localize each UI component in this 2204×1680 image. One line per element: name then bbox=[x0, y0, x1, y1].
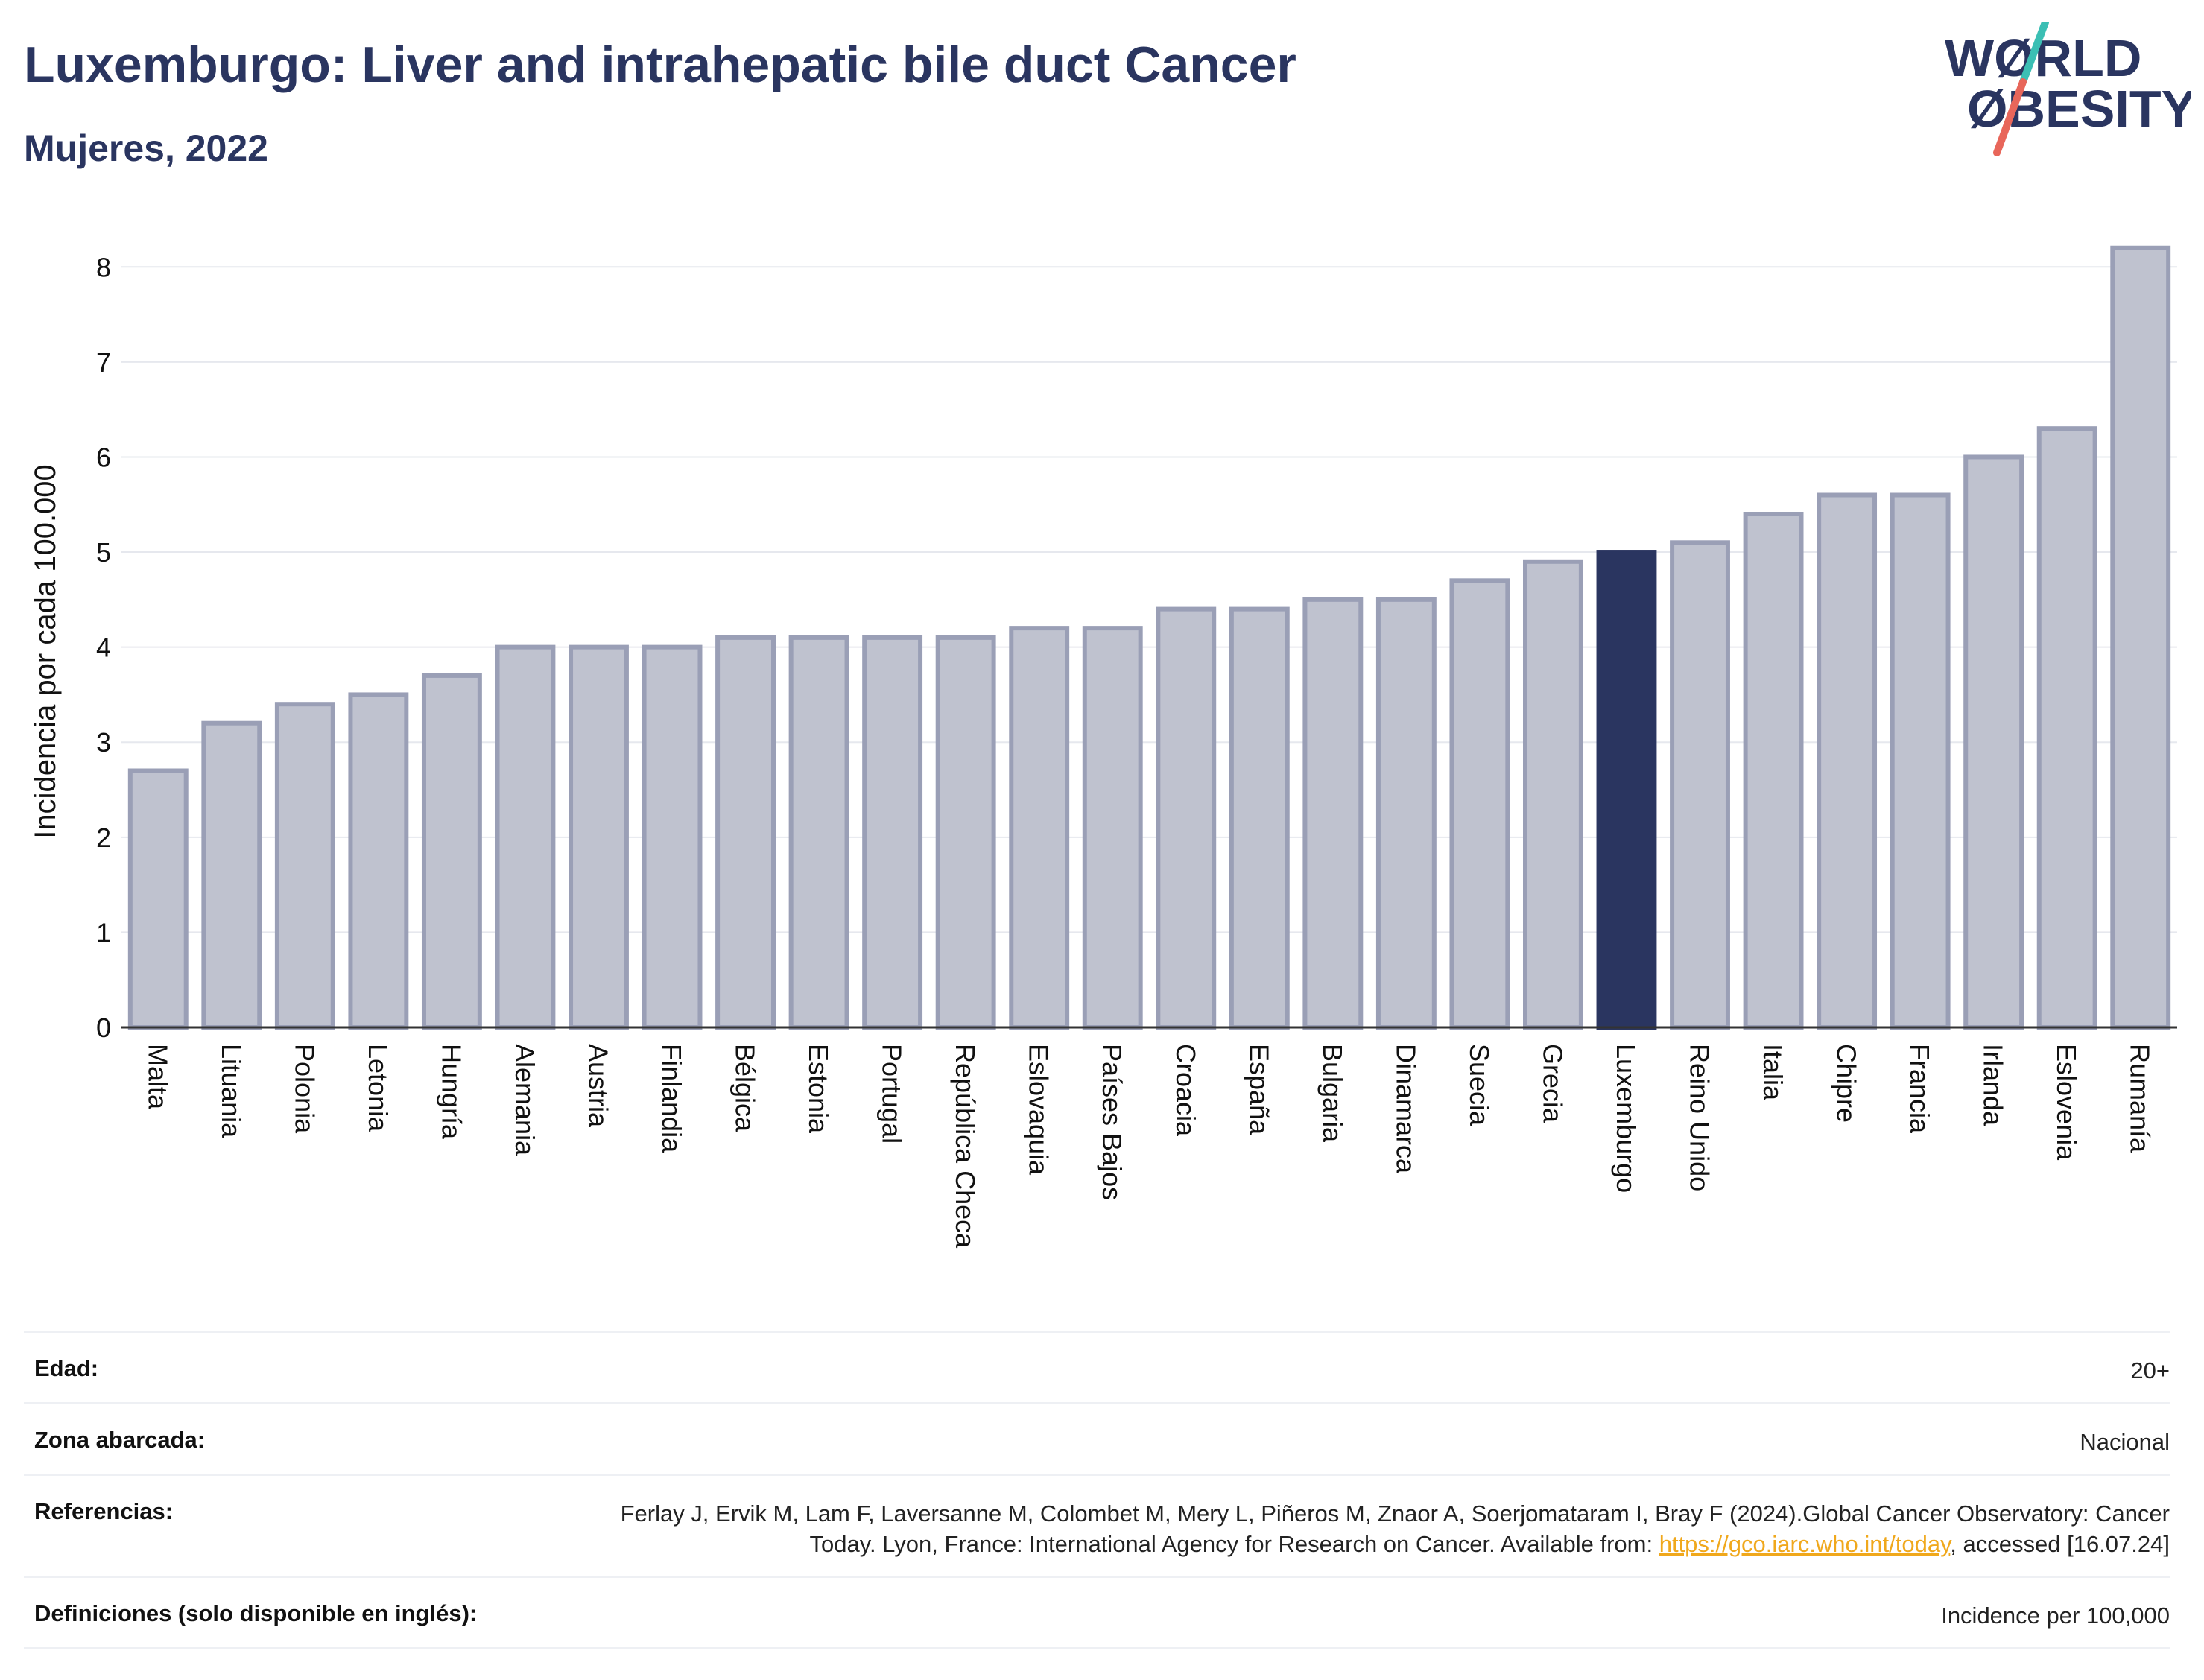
bar-polonia[interactable] bbox=[274, 702, 335, 1030]
bar-españa[interactable] bbox=[1229, 606, 1290, 1030]
x-tick-label: Dinamarca bbox=[1390, 1044, 1421, 1174]
bar-chipre[interactable] bbox=[1817, 492, 1878, 1030]
bar-francia[interactable] bbox=[1890, 492, 1951, 1030]
bar-malta[interactable] bbox=[127, 768, 189, 1030]
y-tick-label: 0 bbox=[96, 1012, 111, 1043]
references-accessed: , accessed [16.07.24] bbox=[1950, 1531, 2170, 1557]
bar-dinamarca[interactable] bbox=[1375, 597, 1437, 1030]
x-tick-label: Suecia bbox=[1464, 1044, 1495, 1126]
y-tick-labels: 0 1 2 3 4 5 6 7 8 bbox=[96, 252, 111, 1043]
y-tick-label: 6 bbox=[96, 442, 111, 472]
x-tick-label: Malta bbox=[142, 1044, 173, 1110]
bar-eslovenia[interactable] bbox=[2036, 426, 2097, 1030]
x-tick-label: Rumanía bbox=[2125, 1044, 2156, 1153]
definitions-label: Definiciones (solo disponible en inglés)… bbox=[34, 1600, 478, 1626]
info-row-age: Edad: 20+ bbox=[24, 1331, 2170, 1402]
y-tick-label: 2 bbox=[96, 822, 111, 853]
x-tick-label: Lituania bbox=[216, 1044, 247, 1138]
x-tick-label: Chipre bbox=[1831, 1044, 1862, 1123]
y-tick-label: 7 bbox=[96, 347, 111, 378]
bar-estonia[interactable] bbox=[788, 635, 849, 1030]
y-tick-label: 5 bbox=[96, 537, 111, 568]
references-label: Referencias: bbox=[34, 1498, 174, 1524]
bar-austria[interactable] bbox=[569, 644, 629, 1030]
info-table: Edad: 20+ Zona abarcada: Nacional Refere… bbox=[24, 1331, 2170, 1649]
bar-luxemburgo[interactable] bbox=[1596, 550, 1657, 1030]
logo-text-world: WØRLD bbox=[1945, 29, 2141, 87]
x-tick-label: Reino Unido bbox=[1685, 1044, 1715, 1191]
bar-lituania[interactable] bbox=[201, 720, 262, 1030]
bar-irlanda[interactable] bbox=[1963, 454, 2024, 1030]
info-row-area: Zona abarcada: Nacional bbox=[24, 1402, 2170, 1474]
x-tick-label: Irlanda bbox=[1978, 1044, 2009, 1126]
bar-portugal[interactable] bbox=[862, 635, 923, 1030]
x-tick-label: Italia bbox=[1758, 1044, 1788, 1101]
y-tick-label: 4 bbox=[96, 633, 111, 663]
y-axis-label: Incidencia por cada 100.000 bbox=[29, 464, 62, 839]
bar-eslovaquia[interactable] bbox=[1009, 626, 1070, 1030]
bar-chart: 0 1 2 3 4 5 6 7 8 Malta Lituania Polonia Letonia Hun… bbox=[29, 245, 2177, 1249]
world-obesity-logo[interactable]: WØRLD ØBESITY bbox=[1937, 22, 2191, 164]
x-tick-label: Austria bbox=[583, 1044, 613, 1128]
x-tick-label: Letonia bbox=[363, 1044, 393, 1132]
logo-slash-teal-icon bbox=[2019, 22, 2049, 86]
x-tick-label: Países Bajos bbox=[1097, 1044, 1127, 1200]
bar-reino-unido[interactable] bbox=[1670, 540, 1730, 1030]
chart-subtitle: Mujeres, 2022 bbox=[24, 127, 268, 169]
y-tick-label: 3 bbox=[96, 727, 111, 758]
age-label: Edad: bbox=[34, 1355, 99, 1381]
bar-finlandia[interactable] bbox=[642, 644, 703, 1030]
bar-bélgica[interactable] bbox=[715, 635, 776, 1030]
bar-alemania[interactable] bbox=[495, 644, 556, 1030]
x-tick-labels: Malta Lituania Polonia Letonia Hungría Aleman… bbox=[142, 1044, 2155, 1249]
chart-title: Luxemburgo: Liver and intrahepatic bile … bbox=[24, 37, 1296, 93]
logo-slash-coral-icon bbox=[1993, 78, 2027, 156]
x-tick-label: Estonia bbox=[803, 1044, 834, 1134]
age-value: 20+ bbox=[2130, 1357, 2170, 1383]
bar-rumanía[interactable] bbox=[2110, 245, 2171, 1030]
x-tick-label: Grecia bbox=[1537, 1044, 1568, 1123]
bar-croacia[interactable] bbox=[1156, 606, 1217, 1030]
bar-letonia[interactable] bbox=[348, 692, 409, 1030]
references-value: Ferlay J, Ervik M, Lam F, Laversanne M, … bbox=[605, 1498, 2170, 1559]
x-tick-label: Luxemburgo bbox=[1611, 1044, 1641, 1193]
x-tick-label: Croacia bbox=[1171, 1044, 1201, 1137]
x-tick-label: Francia bbox=[1904, 1044, 1935, 1134]
definitions-value: Incidence per 100,000 bbox=[1941, 1603, 2170, 1629]
x-tick-label: España bbox=[1244, 1044, 1274, 1135]
bar-italia[interactable] bbox=[1743, 512, 1804, 1030]
area-value: Nacional bbox=[2080, 1429, 2170, 1455]
bar-república-checa[interactable] bbox=[935, 635, 996, 1030]
x-tick-label: Hungría bbox=[436, 1044, 466, 1140]
info-row-definitions: Definiciones (solo disponible en inglés)… bbox=[24, 1576, 2170, 1649]
x-tick-label: Eslovenia bbox=[2051, 1044, 2082, 1161]
area-label: Zona abarcada: bbox=[34, 1427, 206, 1453]
x-tick-label: Alemania bbox=[510, 1044, 540, 1156]
bar-países-bajos[interactable] bbox=[1082, 626, 1143, 1030]
bar-bulgaria[interactable] bbox=[1302, 597, 1364, 1030]
y-tick-label: 1 bbox=[96, 917, 111, 948]
bars bbox=[127, 245, 2171, 1030]
info-row-references: Referencias: Ferlay J, Ervik M, Lam F, L… bbox=[24, 1474, 2170, 1576]
x-tick-label: Eslovaquia bbox=[1024, 1044, 1054, 1176]
x-tick-label: Bulgaria bbox=[1317, 1044, 1348, 1143]
x-tick-label: República Checa bbox=[950, 1044, 981, 1249]
x-tick-label: Portugal bbox=[877, 1044, 908, 1144]
y-tick-label: 8 bbox=[96, 252, 111, 282]
bar-suecia[interactable] bbox=[1449, 578, 1510, 1030]
x-tick-label: Bélgica bbox=[730, 1044, 761, 1132]
bar-hungría[interactable] bbox=[421, 673, 482, 1030]
references-link[interactable]: https://gco.iarc.who.int/today bbox=[1659, 1531, 1951, 1557]
x-tick-label: Polonia bbox=[289, 1044, 320, 1134]
x-tick-label: Finlandia bbox=[656, 1044, 687, 1153]
bar-grecia[interactable] bbox=[1523, 559, 1583, 1030]
references-text: Ferlay J, Ervik M, Lam F, Laversanne M, … bbox=[620, 1500, 2170, 1557]
